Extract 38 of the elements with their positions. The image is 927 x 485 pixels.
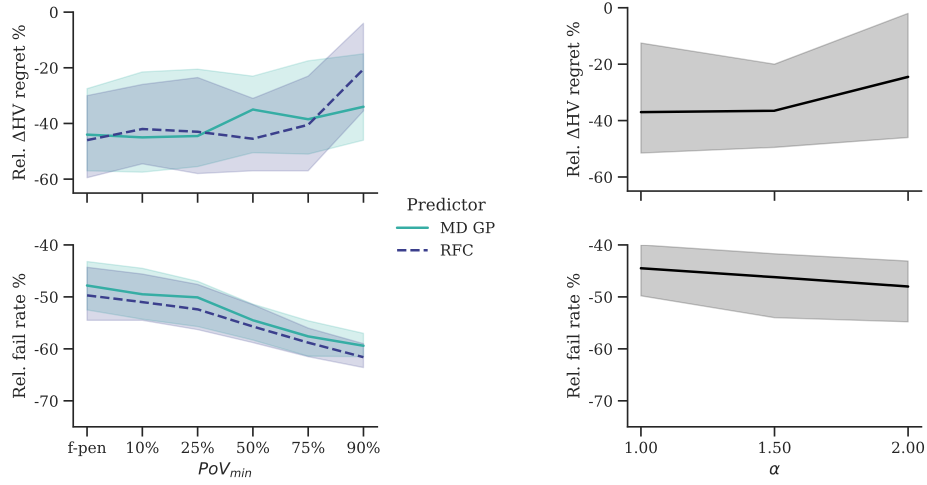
legend-label: RFC [440,244,473,256]
y-tick-label: -40 [589,115,612,127]
y-tick-label: -60 [589,343,612,355]
line-series [86,294,365,358]
x-tick-label: 75% [292,442,324,454]
y-tick-label: -40 [34,118,58,130]
y-axis-title: Rel. ΔHV regret % [566,22,583,177]
y-tick-label: -20 [589,58,612,70]
x-tick-label: f-pen [68,441,106,456]
x-tick-label: 90% [347,442,380,454]
y-axis-title: Rel. fail rate % [566,274,580,398]
y-tick-label: -60 [589,171,612,184]
legend-title: Predictor [408,198,486,211]
y-tick-label: -60 [34,343,58,355]
x-tick-label: 50% [237,442,270,454]
x-tick-label: 1.00 [626,442,657,454]
line-series [86,106,365,139]
y-tick-label: -50 [34,291,58,303]
y-axis-title: Rel. fail rate % [12,274,26,398]
x-axis-title: PoV$_{min}$ [198,462,252,478]
y-tick-label: -60 [34,174,58,186]
y-tick-label: -50 [589,291,612,303]
y-tick-label: -20 [34,62,58,74]
y-tick-label: 0 [50,6,58,18]
y-tick-label: -70 [34,395,58,407]
x-tick-label: 2.00 [892,442,924,454]
y-tick-label: 0 [604,2,612,14]
x-tick-label: 25% [182,442,214,454]
line-series [86,68,365,142]
x-tick-label: 1.50 [759,442,791,454]
y-tick-label: -40 [589,239,612,251]
y-tick-label: -40 [34,239,58,251]
line-series [86,284,365,347]
x-axis-title: α [770,465,780,475]
y-tick-label: -70 [589,395,612,407]
x-tick-label: 10% [127,442,158,454]
y-axis-title: Rel. ΔHV regret % [12,25,28,180]
legend-label: MD GP [440,222,495,234]
